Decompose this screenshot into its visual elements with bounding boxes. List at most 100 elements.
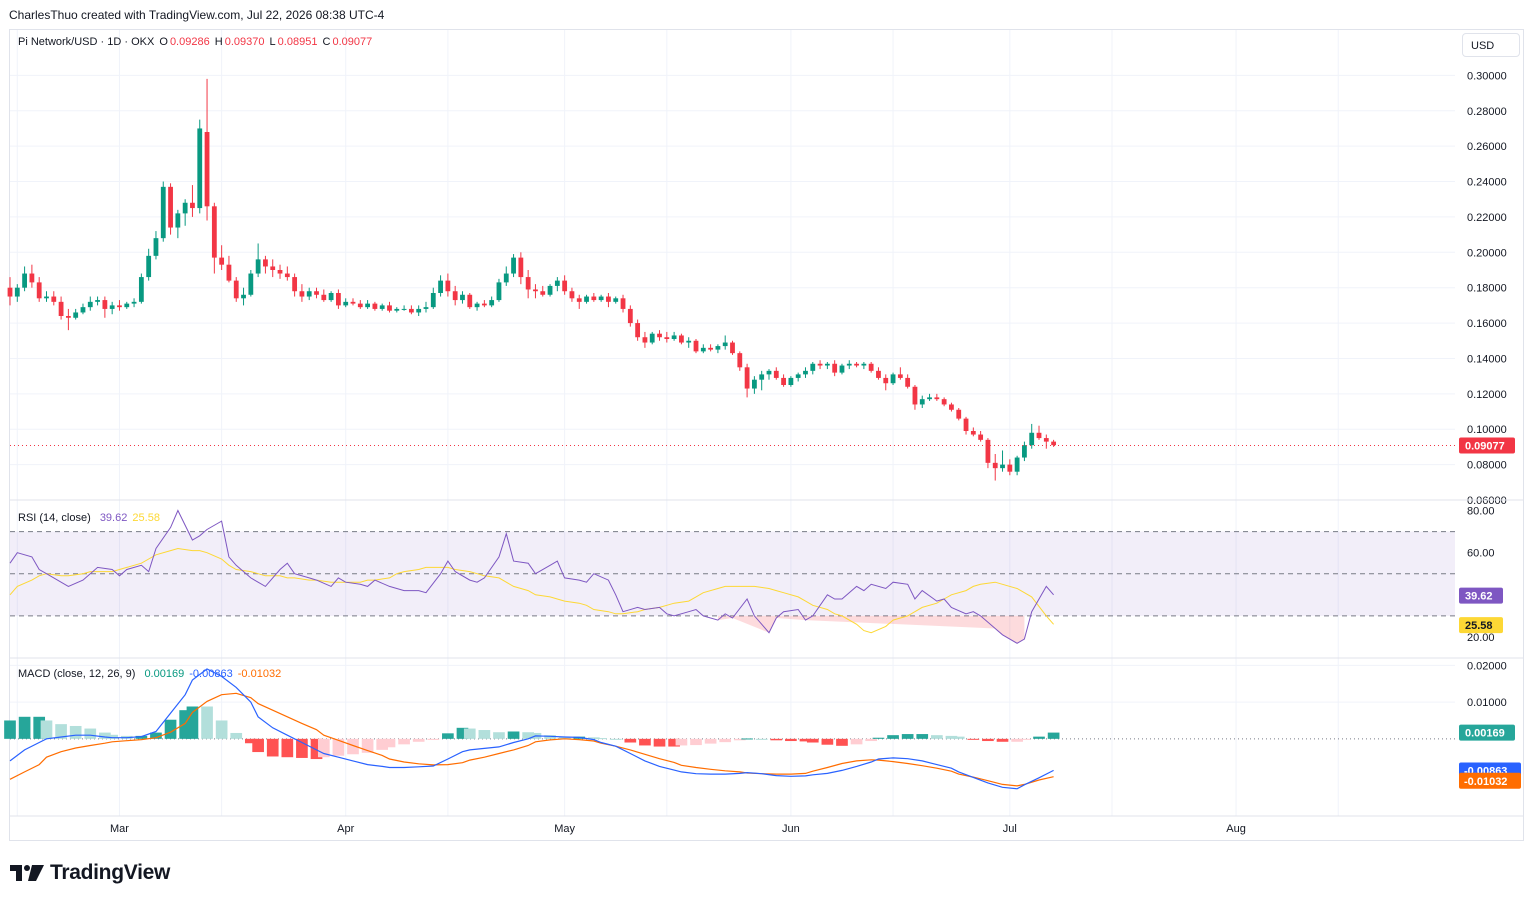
candle-body: [379, 305, 385, 309]
candle-body: [919, 399, 925, 405]
macd-histogram-bar: [931, 735, 943, 739]
candle-body: [211, 206, 217, 258]
candle-body: [124, 303, 130, 308]
candle-body: [817, 363, 823, 366]
candle-body: [518, 257, 524, 278]
candle-body: [233, 280, 239, 299]
macd-histogram-bar: [690, 738, 702, 746]
macd-line: [9, 668, 1054, 790]
macd-histogram-bar: [99, 732, 111, 739]
candle-body: [481, 303, 487, 306]
candle-body: [416, 308, 422, 313]
rsi-oversold-fill: [717, 615, 1025, 644]
macd-histogram-bar: [996, 738, 1009, 742]
candle-body: [824, 363, 830, 366]
candle-body: [1022, 445, 1027, 458]
candle-body: [328, 293, 334, 301]
candle-body: [620, 298, 626, 309]
macd-histogram-bar: [150, 732, 162, 739]
candle-body: [175, 213, 181, 228]
candle-body: [562, 280, 568, 292]
candle-body: [839, 365, 845, 373]
candle-body: [686, 340, 692, 343]
candle-body: [387, 305, 392, 311]
x-tick-label: Apr: [337, 823, 354, 835]
candle-body: [182, 202, 188, 214]
candle-body: [408, 308, 414, 313]
x-tick-label: Jun: [782, 823, 800, 835]
candle-body: [722, 342, 728, 347]
x-tick-label: May: [554, 823, 575, 835]
candle-body: [80, 307, 86, 313]
ohlc-open-label: O: [159, 36, 168, 48]
macd-histogram-bar: [201, 706, 213, 739]
candle-body: [540, 291, 546, 295]
macd-histogram-bar: [639, 738, 651, 746]
macd-hist-badge-label: 0.00169: [1465, 728, 1505, 740]
chart-frame[interactable]: [9, 29, 1524, 841]
macd-title: MACD (close, 12, 26, 9): [18, 668, 136, 680]
candle-body: [846, 363, 852, 366]
price-legend: Pi Network/USD · 1D · OKX O 0.09286 H 0.09…: [18, 36, 374, 48]
candle-body: [963, 418, 969, 431]
candle-body: [861, 363, 867, 366]
macd-histogram-bar: [164, 719, 177, 739]
candle-body: [350, 301, 356, 304]
candle-body: [788, 377, 794, 385]
candle-body: [708, 347, 714, 350]
tradingview-logo-text: TradingView: [50, 861, 171, 884]
macd-histogram-bar: [281, 738, 294, 758]
candle-body: [87, 301, 93, 308]
macd-line-value: -0.00863: [189, 668, 233, 680]
candle-body: [160, 186, 166, 239]
candle-body: [219, 257, 225, 265]
candle-body: [897, 374, 903, 378]
candle-body: [905, 377, 911, 387]
macd-histogram-bar: [252, 738, 264, 753]
candle-body: [284, 273, 290, 278]
candle-body: [197, 128, 203, 209]
candle-body: [693, 340, 699, 352]
candle-body: [365, 303, 371, 308]
candle-body: [671, 335, 677, 339]
ohlc-high-label: H: [214, 36, 223, 48]
macd-histogram-bar: [945, 735, 958, 739]
candle-body: [168, 186, 173, 228]
macd-histogram-bar: [412, 738, 425, 742]
last-price-badge: [1459, 437, 1515, 454]
candle-body: [890, 374, 896, 384]
rsi-tick-label: 60.00: [1467, 548, 1495, 560]
candle-body: [445, 280, 451, 292]
macd-signal-value: -0.01032: [237, 668, 282, 680]
candle-body: [314, 291, 319, 295]
macd-histogram-bar: [653, 738, 666, 747]
candle-body: [131, 301, 137, 304]
candle-body: [547, 285, 553, 295]
price-tick-label: 0.18000: [1467, 283, 1507, 295]
currency-button[interactable]: USD: [1462, 33, 1520, 57]
ohlc-close: 0.09077: [332, 36, 373, 48]
macd-histogram-bar: [675, 738, 688, 746]
ohlc-low: 0.08951: [277, 36, 318, 48]
rsi-legend: RSI (14, close) 39.62 25.58: [18, 512, 162, 524]
candle-body: [277, 270, 283, 274]
macd-histogram-bar: [836, 738, 848, 746]
macd-histogram-bar: [244, 738, 257, 744]
macd-histogram-bar: [558, 737, 571, 739]
price-tick-label: 0.16000: [1467, 318, 1507, 330]
macd-histogram-bar: [588, 737, 600, 739]
candle-body: [357, 303, 363, 308]
macd-histogram-bar: [522, 732, 534, 739]
candle-body: [299, 291, 305, 297]
candle-body: [883, 377, 889, 384]
macd-histogram-bar: [33, 716, 46, 739]
candle-body: [51, 296, 57, 302]
rsi-value-badge: [1459, 587, 1503, 604]
candle-body: [1000, 464, 1005, 469]
x-tick-label: Aug: [1226, 823, 1246, 835]
macd-histogram-bar: [40, 720, 53, 739]
candle-body: [1007, 464, 1013, 472]
price-tick-label: 0.20000: [1467, 247, 1507, 259]
rsi-tick-label: 20.00: [1467, 632, 1495, 644]
